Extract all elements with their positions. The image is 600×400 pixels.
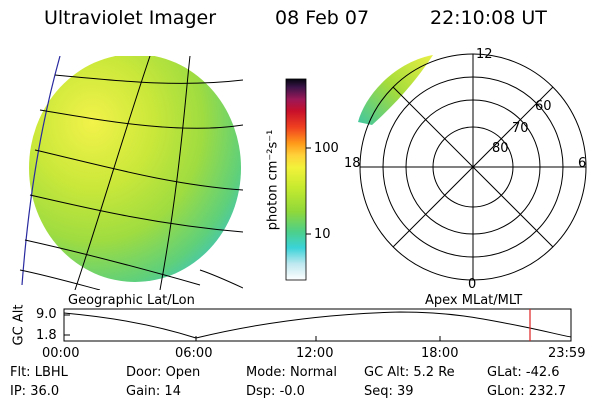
meridian-line <box>74 56 151 290</box>
colorbar-tick-label-100: 100 <box>314 141 339 156</box>
altitude-xtick-1800: 18:00 <box>421 346 459 361</box>
info-dsp: Dsp: -0.0 <box>246 384 305 399</box>
info-door: Door: Open <box>126 365 201 380</box>
altitude-xtick-0600: 06:00 <box>175 346 213 361</box>
mlt-label-6: 6 <box>578 156 587 171</box>
info-glat: GLat: -42.6 <box>487 365 560 380</box>
altitude-ylabel: GC Alt <box>11 304 27 346</box>
mlat-label-60: 60 <box>535 99 552 114</box>
mlt-label-12: 12 <box>476 47 493 62</box>
info-seq: Seq: 39 <box>364 384 414 399</box>
info-glon: GLon: 232.7 <box>487 384 567 399</box>
info-gc-alt: GC Alt: 5.2 Re <box>364 365 455 380</box>
altitude-curve <box>63 311 572 339</box>
parallel-line <box>34 149 243 191</box>
coastline <box>199 269 243 289</box>
colorbar-tick-label-10: 10 <box>314 227 331 242</box>
info-mode: Mode: Normal <box>246 365 337 380</box>
colorbar-unit-label: photon cm⁻²s⁻¹ <box>265 129 281 231</box>
instrument-title: Ultraviolet Imager <box>44 7 217 29</box>
altitude-ytick-9: 9.0 <box>36 307 57 322</box>
altitude-xtick-1200: 12:00 <box>296 346 334 361</box>
geographic-map <box>19 56 243 290</box>
polar-plot <box>358 53 587 281</box>
time-label: 22:10:08 UT <box>430 7 547 29</box>
mlat-label-80: 80 <box>492 141 509 156</box>
parallel-line <box>29 194 243 233</box>
parallel-line <box>24 239 201 286</box>
info-flt: Flt: LBHL <box>10 365 68 380</box>
info-ip: IP: 36.0 <box>10 384 60 399</box>
right-panel-label: Apex MLat/MLT <box>425 293 523 308</box>
mlt-label-0: 0 <box>468 277 477 292</box>
altitude-ytick-1.8: 1.8 <box>36 328 57 343</box>
date-label: 08 Feb 07 <box>275 7 370 29</box>
polar-diagonal <box>392 86 554 248</box>
altitude-plot <box>63 308 572 342</box>
parallel-line <box>54 74 243 84</box>
mlat-label-70: 70 <box>512 121 529 136</box>
parallel-line <box>39 109 243 129</box>
meridian-line <box>159 56 191 290</box>
left-panel-label: Geographic Lat/Lon <box>68 293 195 308</box>
altitude-xtick-0000: 00:00 <box>42 346 80 361</box>
mlt-label-18: 18 <box>344 156 361 171</box>
altitude-plot-frame <box>63 308 572 342</box>
colorbar <box>285 78 307 281</box>
limb-line <box>21 56 61 286</box>
info-gain: Gain: 14 <box>126 384 181 399</box>
coastline <box>19 269 101 290</box>
altitude-xtick-2359: 23:59 <box>548 346 586 361</box>
